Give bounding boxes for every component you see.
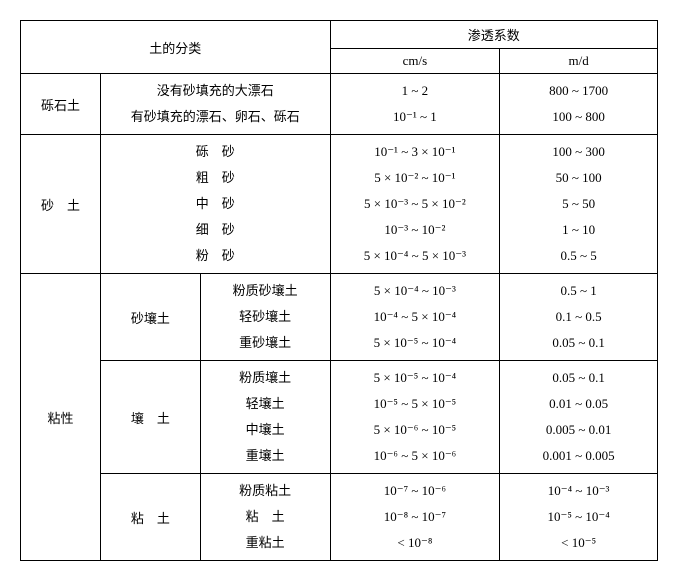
header-unit-md: m/d [500, 49, 658, 74]
table-row: 砾石土 没有砂填充的大漂石 有砂填充的漂石、卵石、砾石 1 ~ 2 10⁻¹ ~… [21, 74, 658, 135]
sand-r2-cms: 5 × 10⁻² ~ 10⁻¹ [337, 165, 494, 191]
clay-g1-md: 0.5 ~ 1 0.1 ~ 0.5 0.05 ~ 0.1 [500, 274, 658, 361]
clay-g1-r1-cms: 5 × 10⁻⁴ ~ 10⁻³ [337, 278, 494, 304]
table-row: 粘 土 粉质粘土 粘 土 重粘土 10⁻⁷ ~ 10⁻⁶ 10⁻⁸ ~ 10⁻⁷… [21, 474, 658, 561]
header-classification: 土的分类 [21, 21, 331, 74]
table-row: 土的分类 渗透系数 [21, 21, 658, 49]
clay-g1-names: 粉质砂壤土 轻砂壤土 重砂壤土 [200, 274, 330, 361]
clay-g3-r1-md: 10⁻⁴ ~ 10⁻³ [506, 478, 651, 504]
clay-g3-r1-cms: 10⁻⁷ ~ 10⁻⁶ [337, 478, 494, 504]
clay-g2-r1-name: 粉质壤土 [207, 365, 324, 391]
clay-g3-r2-name: 粘 土 [207, 504, 324, 530]
clay-g1-r1-name: 粉质砂壤土 [207, 278, 324, 304]
clay-g1-r1-md: 0.5 ~ 1 [506, 278, 651, 304]
gravel-md: 800 ~ 1700 100 ~ 800 [500, 74, 658, 135]
sand-r4-cms: 10⁻³ ~ 10⁻² [337, 217, 494, 243]
sand-r5-md: 0.5 ~ 5 [506, 243, 651, 269]
sand-r1-md: 100 ~ 300 [506, 139, 651, 165]
clay-g1-r2-md: 0.1 ~ 0.5 [506, 304, 651, 330]
table-row: 壤 土 粉质壤土 轻壤土 中壤土 重壤土 5 × 10⁻⁵ ~ 10⁻⁴ 10⁻… [21, 361, 658, 474]
sand-r4-md: 1 ~ 10 [506, 217, 651, 243]
clay-g3-r1-name: 粉质粘土 [207, 478, 324, 504]
clay-category: 粘性 [21, 274, 101, 561]
clay-g3-r2-md: 10⁻⁵ ~ 10⁻⁴ [506, 504, 651, 530]
clay-g1-name: 砂壤土 [100, 274, 200, 361]
clay-g3-md: 10⁻⁴ ~ 10⁻³ 10⁻⁵ ~ 10⁻⁴ < 10⁻⁵ [500, 474, 658, 561]
clay-g2-r1-md: 0.05 ~ 0.1 [506, 365, 651, 391]
sand-r5-name: 粉 砂 [107, 243, 324, 269]
header-unit-cms: cm/s [330, 49, 500, 74]
sand-names: 砾 砂 粗 砂 中 砂 细 砂 粉 砂 [100, 135, 330, 274]
clay-g2-r2-name: 轻壤土 [207, 391, 324, 417]
table-row: 粘性 砂壤土 粉质砂壤土 轻砂壤土 重砂壤土 5 × 10⁻⁴ ~ 10⁻³ 1… [21, 274, 658, 361]
clay-g1-r2-name: 轻砂壤土 [207, 304, 324, 330]
clay-g1-r3-cms: 5 × 10⁻⁵ ~ 10⁻⁴ [337, 330, 494, 356]
clay-g2-cms: 5 × 10⁻⁵ ~ 10⁻⁴ 10⁻⁵ ~ 5 × 10⁻⁵ 5 × 10⁻⁶… [330, 361, 500, 474]
gravel-md1: 800 ~ 1700 [506, 78, 651, 104]
gravel-cms: 1 ~ 2 10⁻¹ ~ 1 [330, 74, 500, 135]
clay-g1-r3-name: 重砂壤土 [207, 330, 324, 356]
clay-g1-cms: 5 × 10⁻⁴ ~ 10⁻³ 10⁻⁴ ~ 5 × 10⁻⁴ 5 × 10⁻⁵… [330, 274, 500, 361]
clay-g2-r3-md: 0.005 ~ 0.01 [506, 417, 651, 443]
sand-r1-cms: 10⁻¹ ~ 3 × 10⁻¹ [337, 139, 494, 165]
gravel-cms2: 10⁻¹ ~ 1 [337, 104, 494, 130]
clay-g1-r3-md: 0.05 ~ 0.1 [506, 330, 651, 356]
gravel-sub1: 没有砂填充的大漂石 [107, 78, 324, 104]
clay-g1-r2-cms: 10⁻⁴ ~ 5 × 10⁻⁴ [337, 304, 494, 330]
clay-g2-r4-cms: 10⁻⁶ ~ 5 × 10⁻⁶ [337, 443, 494, 469]
clay-g2-r4-md: 0.001 ~ 0.005 [506, 443, 651, 469]
clay-g2-r4-name: 重壤土 [207, 443, 324, 469]
sand-r3-name: 中 砂 [107, 191, 324, 217]
clay-g3-r3-md: < 10⁻⁵ [506, 530, 651, 556]
gravel-cms1: 1 ~ 2 [337, 78, 494, 104]
clay-g3-r3-cms: < 10⁻⁸ [337, 530, 494, 556]
clay-g2-r3-name: 中壤土 [207, 417, 324, 443]
gravel-sub2: 有砂填充的漂石、卵石、砾石 [107, 104, 324, 130]
permeability-table: 土的分类 渗透系数 cm/s m/d 砾石土 没有砂填充的大漂石 有砂填充的漂石… [20, 20, 658, 561]
clay-g2-md: 0.05 ~ 0.1 0.01 ~ 0.05 0.005 ~ 0.01 0.00… [500, 361, 658, 474]
clay-g2-r1-cms: 5 × 10⁻⁵ ~ 10⁻⁴ [337, 365, 494, 391]
sand-r3-md: 5 ~ 50 [506, 191, 651, 217]
clay-g2-r3-cms: 5 × 10⁻⁶ ~ 10⁻⁵ [337, 417, 494, 443]
clay-g3-cms: 10⁻⁷ ~ 10⁻⁶ 10⁻⁸ ~ 10⁻⁷ < 10⁻⁸ [330, 474, 500, 561]
sand-category: 砂 土 [21, 135, 101, 274]
clay-g3-r3-name: 重粘土 [207, 530, 324, 556]
gravel-subs: 没有砂填充的大漂石 有砂填充的漂石、卵石、砾石 [100, 74, 330, 135]
gravel-category: 砾石土 [21, 74, 101, 135]
sand-md: 100 ~ 300 50 ~ 100 5 ~ 50 1 ~ 10 0.5 ~ 5 [500, 135, 658, 274]
clay-g3-r2-cms: 10⁻⁸ ~ 10⁻⁷ [337, 504, 494, 530]
sand-r4-name: 细 砂 [107, 217, 324, 243]
clay-g3-names: 粉质粘土 粘 土 重粘土 [200, 474, 330, 561]
sand-r2-name: 粗 砂 [107, 165, 324, 191]
gravel-md2: 100 ~ 800 [506, 104, 651, 130]
clay-g3-name: 粘 土 [100, 474, 200, 561]
clay-g2-names: 粉质壤土 轻壤土 中壤土 重壤土 [200, 361, 330, 474]
clay-g2-r2-md: 0.01 ~ 0.05 [506, 391, 651, 417]
sand-r5-cms: 5 × 10⁻⁴ ~ 5 × 10⁻³ [337, 243, 494, 269]
sand-r1-name: 砾 砂 [107, 139, 324, 165]
clay-g2-r2-cms: 10⁻⁵ ~ 5 × 10⁻⁵ [337, 391, 494, 417]
table-row: 砂 土 砾 砂 粗 砂 中 砂 细 砂 粉 砂 10⁻¹ ~ 3 × 10⁻¹ … [21, 135, 658, 274]
header-perm: 渗透系数 [330, 21, 657, 49]
clay-g2-name: 壤 土 [100, 361, 200, 474]
sand-r2-md: 50 ~ 100 [506, 165, 651, 191]
sand-cms: 10⁻¹ ~ 3 × 10⁻¹ 5 × 10⁻² ~ 10⁻¹ 5 × 10⁻³… [330, 135, 500, 274]
sand-r3-cms: 5 × 10⁻³ ~ 5 × 10⁻² [337, 191, 494, 217]
